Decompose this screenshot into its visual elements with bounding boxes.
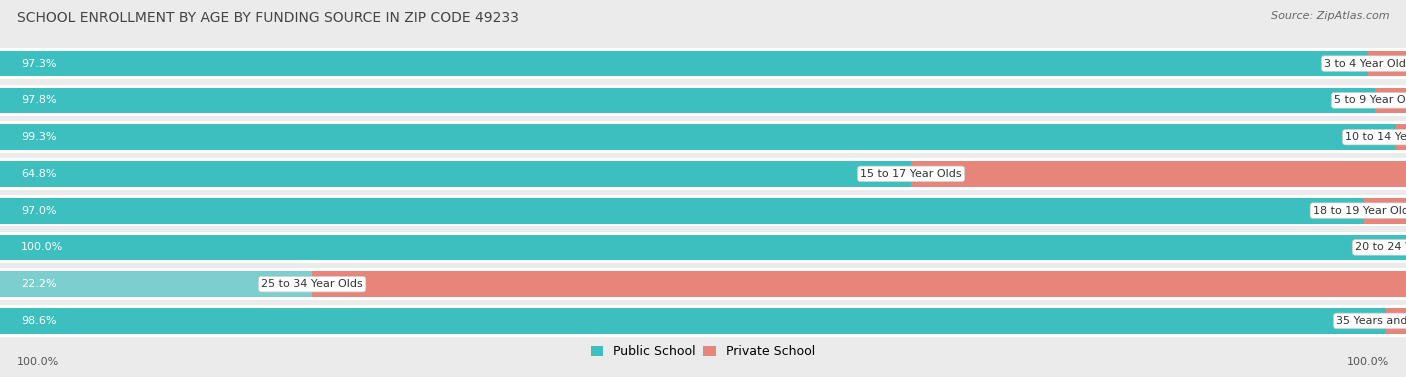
- Text: 97.3%: 97.3%: [21, 58, 56, 69]
- Bar: [0, 308, 1386, 334]
- Bar: [1368, 51, 1406, 77]
- Bar: [0, 48, 1406, 80]
- Text: 97.8%: 97.8%: [21, 95, 56, 106]
- Bar: [0, 51, 1368, 77]
- Text: 3 to 4 Year Olds: 3 to 4 Year Olds: [1324, 58, 1406, 69]
- Text: 98.6%: 98.6%: [21, 316, 56, 326]
- Bar: [911, 161, 1406, 187]
- Bar: [0, 305, 1406, 337]
- Bar: [0, 87, 1375, 113]
- Text: 99.3%: 99.3%: [21, 132, 56, 142]
- Text: 100.0%: 100.0%: [17, 357, 59, 367]
- Text: 10 to 14 Year Olds: 10 to 14 Year Olds: [1346, 132, 1406, 142]
- Bar: [1375, 87, 1406, 113]
- Legend: Public School, Private School: Public School, Private School: [586, 340, 820, 363]
- Bar: [0, 124, 1396, 150]
- Text: 18 to 19 Year Olds: 18 to 19 Year Olds: [1313, 205, 1406, 216]
- Bar: [1396, 124, 1406, 150]
- Bar: [0, 158, 1406, 190]
- Text: 97.0%: 97.0%: [21, 205, 56, 216]
- Bar: [0, 268, 1406, 300]
- Bar: [0, 271, 312, 297]
- Text: 5 to 9 Year Old: 5 to 9 Year Old: [1334, 95, 1406, 106]
- Bar: [312, 271, 1406, 297]
- Text: 64.8%: 64.8%: [21, 169, 56, 179]
- Bar: [0, 198, 1364, 224]
- Bar: [1364, 198, 1406, 224]
- Text: 22.2%: 22.2%: [21, 279, 56, 289]
- Text: 15 to 17 Year Olds: 15 to 17 Year Olds: [860, 169, 962, 179]
- Text: SCHOOL ENROLLMENT BY AGE BY FUNDING SOURCE IN ZIP CODE 49233: SCHOOL ENROLLMENT BY AGE BY FUNDING SOUR…: [17, 11, 519, 25]
- Bar: [0, 121, 1406, 153]
- Bar: [0, 195, 1406, 227]
- Bar: [0, 84, 1406, 116]
- Bar: [0, 234, 1406, 260]
- Text: 35 Years and over: 35 Years and over: [1336, 316, 1406, 326]
- Text: 20 to 24 Year Olds: 20 to 24 Year Olds: [1355, 242, 1406, 253]
- Bar: [1386, 308, 1406, 334]
- Text: Source: ZipAtlas.com: Source: ZipAtlas.com: [1271, 11, 1389, 21]
- Bar: [0, 161, 911, 187]
- Text: 100.0%: 100.0%: [21, 242, 63, 253]
- Text: 100.0%: 100.0%: [1347, 357, 1389, 367]
- Text: 25 to 34 Year Olds: 25 to 34 Year Olds: [262, 279, 363, 289]
- Bar: [0, 231, 1406, 263]
